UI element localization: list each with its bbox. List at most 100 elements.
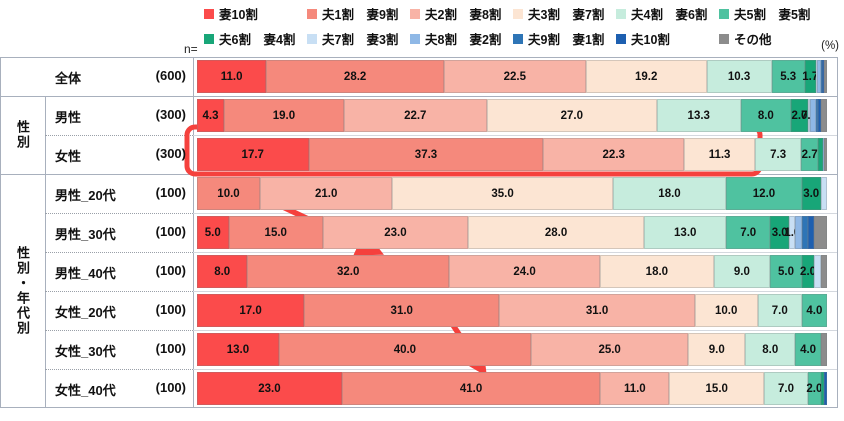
bar-segment: 18.0 [600,255,714,288]
bar-segment: 8.0 [745,333,796,366]
bar-segment [820,177,827,210]
bar-value-label: 32.0 [336,265,360,278]
bar-segment [795,216,802,249]
row-n-count: (100) [155,185,186,200]
bar-segment: 22.5 [443,60,586,93]
bar-segment [818,138,823,171]
bar-segment: 10.3 [706,60,772,93]
column-divider-line [193,57,194,408]
bar-segment: 18.0 [612,177,727,210]
bar-segment: 13.0 [197,333,279,366]
bar-value-label: 31.0 [585,304,609,317]
bar-value-label: 3.0 [803,187,820,200]
legend-item: 夫1割 妻9割 [307,4,410,23]
bar-segment: 28.0 [467,216,645,249]
legend-swatch-icon [307,33,317,44]
bar-value-label: 11.3 [708,148,731,161]
bar-value-label: 7.0 [740,226,757,239]
row-divider-dotted [45,330,193,331]
bar-segment [820,60,822,93]
bar-segment: 13.3 [656,99,741,132]
legend-item-label: 夫10割 [631,33,670,47]
bar-value-label: 8.0 [757,109,774,122]
bar-segment: 11.0 [600,372,670,405]
bar-segment [820,255,827,288]
row-divider-light [193,213,837,214]
bar-value-label: 5.0 [204,226,221,239]
row-n-count: (100) [155,224,186,239]
legend-item: 夫10割 [616,29,719,48]
bar-value-label: 10.0 [714,304,738,317]
bar-value-label: 5.3 [780,70,797,83]
bar-value-label: 21.0 [314,187,338,200]
legend-swatch-icon [513,8,523,19]
legend-item: 夫3割 妻7割 [513,4,616,23]
legend-row-1: 妻10割 夫1割 妻9割 夫2割 妻8割 夫3割 妻7割 夫4割 妻6割 夫5割 妻5割 [204,1,842,26]
bar-value-label: 23.0 [384,226,407,239]
bar-value-label: 18.0 [658,187,681,200]
bar-value-label: 1.7 [802,70,819,83]
bar-value-label: 7.3 [770,148,787,161]
row-divider-light [193,291,837,292]
bar-value-label: 15.0 [705,382,728,395]
bar-segment: 4.3 [197,99,225,132]
bar-segment [816,99,819,132]
bar-segment: 7.0 [757,294,802,327]
bar-value-label: 28.0 [544,226,568,239]
row-divider-light [193,252,837,253]
bar-value-label: 22.3 [602,148,625,161]
bar-segment [815,60,818,93]
bar-segment: 7.0 [726,216,771,249]
group-divider-line [0,96,838,97]
bar-value-label: 5.0 [778,265,794,278]
bar-segment: 7.3 [755,138,802,171]
bar-segment [818,99,821,132]
row-label: 女性 [55,149,82,164]
bar-segment [817,60,821,93]
row-divider-light [193,330,837,331]
bar-row: 8.0 32.0 24.0 18.0 9.0 5.0 2.0 [197,255,827,288]
bar-value-label: 12.0 [752,187,776,200]
row-divider-dotted [45,252,193,253]
bar-segment [823,60,827,93]
bar-segment: 25.0 [530,333,689,366]
legend-swatch-icon [513,33,523,44]
bar-value-label: 2.7 [801,148,818,161]
row-n-count: (600) [155,68,186,83]
legend-swatch-icon [616,8,626,19]
bar-segment: 40.0 [278,333,531,366]
bar-segment: 5.0 [197,216,229,249]
row-divider-dotted [45,135,193,136]
bar-segment [822,138,825,171]
row-label: 全体 [55,71,82,86]
row-label: 男性_30代 [55,227,116,242]
row-divider-light [193,369,837,370]
legend-item: 妻10割 [204,4,307,23]
bar-segment [820,99,827,132]
row-divider-dotted [45,213,193,214]
bar-segment: 10.0 [197,177,260,210]
bar-segment: 13.0 [644,216,727,249]
bar-segment: 3.0 [770,216,790,249]
bar-value-label: 27.0 [560,109,583,122]
bar-segment: 2.0 [806,372,822,405]
bar-segment: 2.7 [791,99,809,132]
row-n-count: (100) [155,380,186,395]
bar-segment: 1.7 [802,60,819,93]
bar-value-label: 4.0 [806,304,823,317]
bar-value-label: 11.0 [220,70,243,83]
legend-item-label: 夫3割 妻7割 [528,8,605,22]
legend-swatch-icon [410,33,420,44]
legend-item-label: 夫1割 妻9割 [322,8,399,22]
bar-value-label: 40.0 [393,343,417,356]
row-n-count: (300) [155,107,186,122]
bar-value-label: 9.0 [733,265,750,278]
bar-row: 11.0 28.2 22.5 19.2 10.3 5.3 1.7 [197,60,827,93]
bar-segment [801,216,809,249]
bar-segment: 11.3 [683,138,756,171]
bar-value-label: 19.2 [634,70,658,83]
bar-value-label: 23.0 [258,382,281,395]
group-divider-line [0,174,838,175]
bar-segment: 41.0 [341,372,601,405]
bar-value-label: 17.7 [241,148,264,161]
